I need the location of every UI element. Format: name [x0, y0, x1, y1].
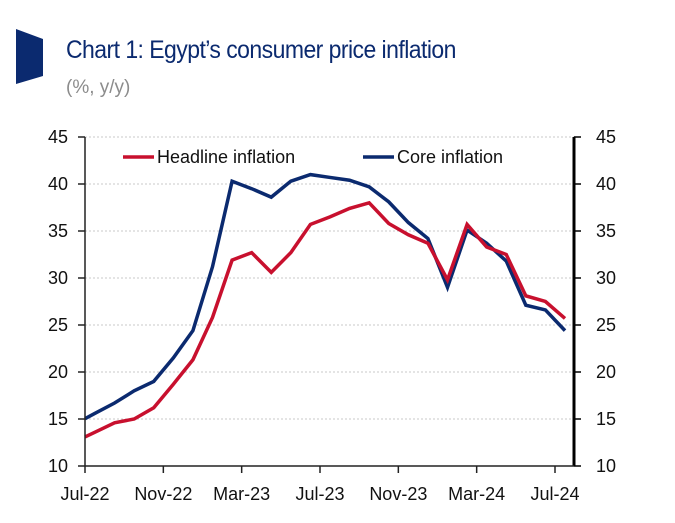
left-y-tick-label: 40 — [48, 174, 68, 194]
left-y-tick-label: 25 — [48, 315, 68, 335]
x-tick-label: Mar-24 — [448, 484, 505, 504]
x-tick-label: Mar-23 — [213, 484, 270, 504]
chart-subtitle: (%, y/y) — [66, 77, 131, 98]
headline-inflation-line — [84, 200, 567, 439]
left-y-tick-label: 30 — [48, 268, 68, 288]
chart-title: Chart 1: Egypt’s consumer price inflatio… — [66, 36, 456, 64]
series-lines — [84, 172, 567, 439]
title-marker-icon — [16, 29, 43, 84]
x-tick-label: Jul-22 — [60, 484, 109, 504]
x-tick-label: Jul-23 — [295, 484, 344, 504]
right-y-tick-label: 20 — [596, 362, 616, 382]
axes: 10 10 15 15 20 20 25 25 30 30 35 35 40 40 45 45 Jul-22 No… — [48, 127, 616, 504]
right-y-tick-label: 45 — [596, 127, 616, 147]
right-y-tick-label: 40 — [596, 174, 616, 194]
legend-label-headline: Headline inflation — [157, 147, 295, 167]
left-y-tick-label: 20 — [48, 362, 68, 382]
left-y-tick-label: 35 — [48, 221, 68, 241]
x-tick-label: Nov-23 — [369, 484, 427, 504]
right-y-tick-label: 30 — [596, 268, 616, 288]
legend: Headline inflation Core inflation — [123, 147, 503, 167]
left-y-tick-label: 15 — [48, 409, 68, 429]
right-y-tick-label: 35 — [596, 221, 616, 241]
core-inflation-line — [84, 172, 567, 421]
left-y-tick-label: 10 — [48, 456, 68, 476]
right-y-tick-label: 25 — [596, 315, 616, 335]
legend-label-core: Core inflation — [397, 147, 503, 167]
x-tick-label: Nov-22 — [134, 484, 192, 504]
right-y-tick-label: 10 — [596, 456, 616, 476]
left-y-tick-label: 45 — [48, 127, 68, 147]
x-tick-label: Jul-24 — [530, 484, 579, 504]
right-y-tick-label: 15 — [596, 409, 616, 429]
gridlines — [85, 136, 574, 420]
